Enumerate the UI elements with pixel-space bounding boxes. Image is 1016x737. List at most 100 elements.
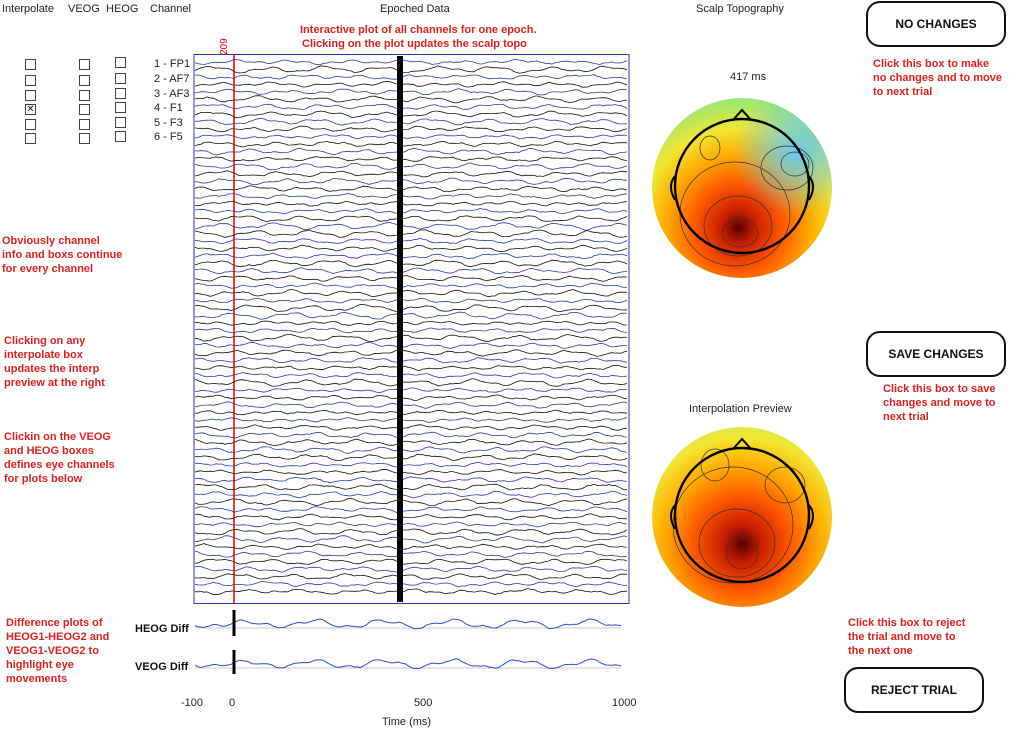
channel-row: 5 - F3	[0, 115, 200, 130]
interpolate-checkbox[interactable]	[25, 119, 36, 130]
channel-trace	[194, 588, 628, 596]
channel-trace	[194, 297, 628, 304]
channel-trace	[194, 88, 628, 96]
interpolate-checkbox[interactable]: ✕	[25, 104, 36, 115]
heog-checkbox[interactable]	[115, 131, 126, 142]
epoch-plot[interactable]	[193, 54, 630, 604]
heog-checkbox[interactable]	[115, 88, 126, 99]
scalp-topo-title: Scalp Topography	[696, 3, 784, 15]
epoch-plot-annotation: Interactive plot of all channels for one…	[300, 24, 537, 50]
veog-checkbox[interactable]	[79, 133, 90, 144]
note-difference-plots: Difference plots of HEOG1-HEOG2 and VEOG1-…	[6, 617, 110, 685]
channel-trace	[194, 357, 628, 364]
cursor-label: 209	[219, 38, 230, 55]
channel-trace	[194, 550, 628, 558]
channel-trace	[194, 438, 628, 446]
save-changes-button[interactable]: SAVE CHANGES	[866, 331, 1006, 377]
channel-trace	[194, 193, 628, 200]
veog-diff-label: VEOG Diff	[135, 661, 189, 673]
veog-checkbox[interactable]	[79, 90, 90, 101]
channel-trace	[194, 134, 628, 140]
note-reject-trial: Click this box to reject the trial and mo…	[848, 617, 966, 657]
channel-trace	[194, 229, 628, 238]
veog-checkbox[interactable]	[79, 59, 90, 70]
channel-trace	[194, 327, 628, 334]
heog-checkbox[interactable]	[115, 117, 126, 128]
channel-trace	[195, 409, 628, 416]
veog-checkbox[interactable]	[79, 119, 90, 130]
header-channel: Channel	[150, 3, 191, 15]
channel-trace	[194, 207, 628, 215]
channel-trace	[194, 147, 628, 156]
channel-trace	[194, 364, 628, 371]
veog-checkbox[interactable]	[79, 104, 90, 115]
channel-trace	[194, 156, 628, 162]
channel-trace	[194, 483, 628, 491]
channel-trace	[194, 65, 628, 74]
channel-trace	[194, 341, 628, 349]
channel-trace	[194, 80, 628, 88]
no-changes-button[interactable]: NO CHANGES	[866, 1, 1006, 47]
eye-diff-traces	[194, 618, 622, 670]
channel-trace	[194, 528, 628, 536]
note-eye-boxes: Clickin on the VEOG and HEOG boxes defines…	[4, 431, 115, 485]
eye-diff-trace	[194, 658, 622, 670]
channel-trace	[194, 177, 627, 185]
channel-row: ✕ 4 - F1	[0, 100, 200, 115]
channel-trace	[194, 185, 628, 193]
channel-trace	[194, 431, 628, 439]
channel-trace	[194, 95, 628, 104]
interpolate-checkbox[interactable]	[25, 133, 36, 144]
channel-row: 1 - FP1	[0, 57, 200, 71]
channel-trace	[194, 565, 628, 573]
channel-trace	[194, 581, 627, 588]
heog-checkbox[interactable]	[115, 102, 126, 113]
heog-checkbox[interactable]	[115, 57, 126, 68]
channel-trace	[194, 573, 627, 580]
channel-trace	[194, 372, 628, 379]
channel-trace	[194, 117, 628, 126]
scalp-time-label: 417 ms	[730, 71, 767, 83]
veog-checkbox[interactable]	[79, 75, 90, 86]
channel-trace	[194, 334, 628, 343]
channel-row: 2 - AF7	[0, 71, 200, 86]
eye-diff-plot[interactable]	[193, 608, 630, 693]
channel-trace	[194, 497, 628, 507]
scalp-topo-map[interactable]	[645, 96, 840, 281]
epoch-plot-title: Epoched Data	[380, 3, 450, 15]
channel-trace	[194, 490, 628, 499]
channel-trace	[194, 282, 628, 289]
interp-preview-map	[652, 427, 832, 607]
channel-trace	[194, 244, 628, 253]
interpolate-checkbox[interactable]	[25, 90, 36, 101]
channel-trace	[194, 125, 628, 133]
channel-trace	[194, 506, 628, 514]
channel-row: 3 - AF3	[0, 86, 200, 101]
channel-trace	[194, 221, 628, 231]
interpolate-checkbox[interactable]	[25, 75, 36, 86]
channel-trace	[194, 558, 628, 565]
header-heog: HEOG	[106, 3, 139, 15]
channel-trace	[194, 170, 627, 178]
header-veog: VEOG	[68, 3, 100, 15]
heog-checkbox[interactable]	[115, 73, 126, 84]
time-axis-label: Time (ms)	[382, 716, 432, 728]
time-tick: 0	[229, 697, 236, 709]
reject-trial-button[interactable]: REJECT TRIAL	[844, 667, 984, 713]
channel-trace	[194, 103, 628, 111]
channel-trace	[194, 289, 628, 298]
note-interpolate-box: Clicking on any interpolate box updates th…	[4, 335, 105, 389]
channel-label: 5 - F3	[154, 117, 183, 129]
interpolate-checkbox[interactable]	[25, 59, 36, 70]
channel-trace	[194, 74, 627, 80]
channel-label: 2 - AF7	[154, 73, 190, 85]
channel-label: 4 - F1	[154, 102, 183, 114]
channel-trace	[194, 401, 628, 409]
time-tick: 1000	[612, 697, 637, 709]
channel-trace	[194, 513, 628, 521]
channel-trace	[194, 259, 628, 268]
channel-trace	[194, 140, 628, 148]
channel-trace	[194, 416, 628, 423]
channel-trace	[194, 267, 628, 275]
eye-diff-trace	[194, 618, 622, 630]
